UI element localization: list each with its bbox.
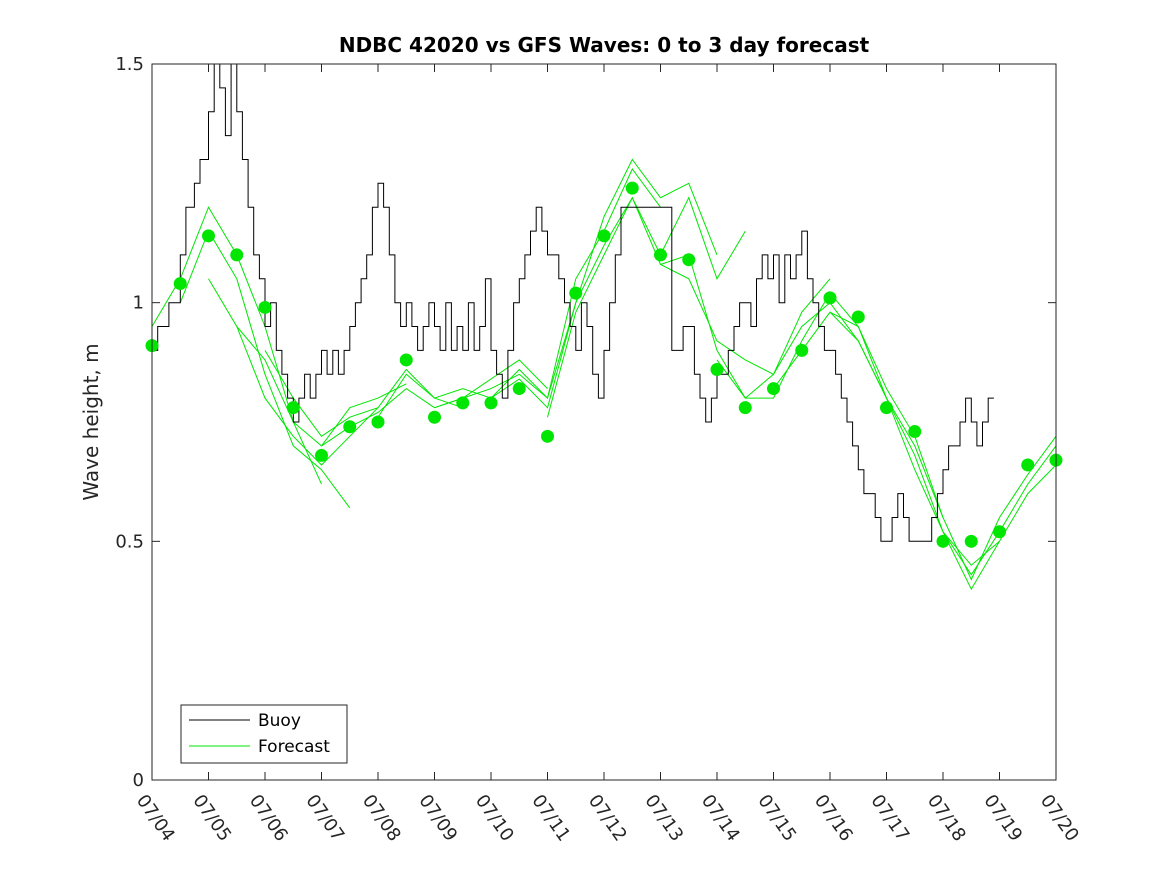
plot-area: [152, 64, 1056, 780]
forecast-marker: [738, 401, 752, 415]
plot-frame: [151, 63, 1057, 781]
forecast-marker: [399, 353, 413, 367]
forecast-marker: [710, 362, 724, 376]
forecast-marker: [286, 401, 300, 415]
y-tick-label: 0.5: [115, 531, 144, 552]
forecast-marker: [569, 286, 583, 300]
forecast-marker: [512, 382, 526, 396]
forecast-markers: [145, 181, 1063, 548]
forecast-line-8: [490, 158, 718, 409]
y-tick-label: 1.5: [115, 54, 144, 75]
forecast-marker: [993, 525, 1006, 539]
forecast-marker: [682, 253, 696, 267]
forecast-marker: [795, 343, 809, 357]
forecast-marker: [767, 382, 780, 396]
forecast-line-7: [434, 168, 661, 409]
forecast-marker: [823, 291, 837, 305]
forecast-line-16: [942, 464, 1057, 591]
forecast-marker: [343, 420, 357, 434]
forecast-marker: [484, 396, 498, 410]
forecast-line-9: [547, 196, 746, 418]
forecast-line-15: [886, 397, 1057, 581]
forecast-marker: [654, 248, 667, 262]
forecast-marker: [625, 181, 639, 195]
forecast-marker: [964, 534, 978, 548]
y-axis-label: Wave height, m: [79, 343, 103, 500]
y-tick-label: 0: [133, 770, 144, 791]
forecast-marker: [202, 229, 215, 243]
forecast-marker: [428, 410, 441, 424]
legend-box: [180, 704, 348, 764]
forecast-marker: [456, 396, 470, 410]
forecast-marker: [315, 448, 328, 462]
forecast-marker: [173, 277, 187, 291]
forecast-marker: [880, 401, 893, 415]
forecast-marker: [1021, 458, 1035, 472]
forecast-marker: [541, 429, 554, 443]
forecast-marker: [371, 415, 385, 429]
forecast-marker: [908, 425, 922, 439]
forecast-line-10: [603, 196, 831, 375]
chart-title: NDBC 42020 vs GFS Waves: 0 to 3 day fore…: [339, 33, 870, 57]
legend: Buoy Forecast: [180, 704, 348, 764]
forecast-marker: [258, 300, 272, 314]
forecast-marker: [936, 534, 950, 548]
legend-buoy-label: Buoy: [258, 711, 301, 731]
forecast-line-11: [660, 254, 887, 399]
forecast-marker: [851, 310, 865, 324]
forecast-marker: [597, 229, 611, 243]
forecast-marker: [230, 248, 244, 262]
legend-forecast-label: Forecast: [258, 737, 330, 757]
y-tick-label: 1: [133, 293, 144, 314]
